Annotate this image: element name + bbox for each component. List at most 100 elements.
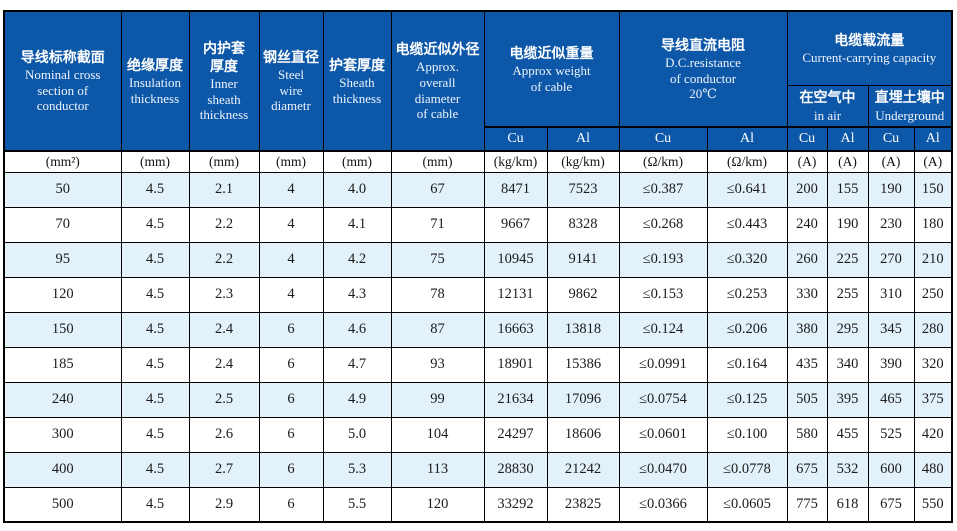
metal-subheader-weight-cu: Cu <box>483 126 548 152</box>
table-body: 50 4.5 2.1 4 4.0 67 8471 7523 ≤0.387 ≤0.641 200 155… <box>3 171 953 523</box>
cell: ≤0.164 <box>706 346 788 383</box>
cell: 6 <box>258 486 324 523</box>
col-header-nominal-cross-section: 导线标称截面 Nominal cross section of conducto… <box>3 10 122 152</box>
cell: 4.9 <box>322 381 392 418</box>
cell: 4.7 <box>322 346 392 383</box>
cell: ≤0.100 <box>706 416 788 453</box>
header-zh: 导线直流电阻 <box>661 37 745 54</box>
cell: ≤0.387 <box>618 171 708 208</box>
header-row-metals: Cu Al Cu Al Cu Al Cu Al <box>4 126 953 152</box>
cell: 78 <box>390 276 485 313</box>
cell: 4.5 <box>120 346 190 383</box>
header-zh: 电缆近似重量 <box>509 44 594 61</box>
header-zh: 内护套 厚度 <box>203 39 245 75</box>
cell: 87 <box>390 311 485 348</box>
cell: 2.1 <box>188 171 260 208</box>
col-header-dc-resistance: 导线直流电阻 D.C.resistance of conductor 20℃ <box>618 10 788 128</box>
cell: ≤0.0754 <box>618 381 708 418</box>
metal-subheader-resistance-al: Al <box>706 126 788 152</box>
cell: 4.5 <box>120 381 190 418</box>
cell: 5.5 <box>322 486 392 523</box>
col-header-underground: 直埋土壤中 Underground <box>867 84 953 128</box>
table-row: 185 4.5 2.4 6 4.7 93 18901 15386 ≤0.0991 ≤0.164 43… <box>3 346 953 383</box>
cell: 4.5 <box>120 311 190 348</box>
cell: 99 <box>390 381 485 418</box>
cell: 4.5 <box>120 206 190 243</box>
cell: 95 <box>3 241 122 278</box>
cell: 618 <box>826 486 869 523</box>
cell: 4 <box>258 241 324 278</box>
cell: 21634 <box>483 381 548 418</box>
cell: ≤0.253 <box>706 276 788 313</box>
cell: 4.5 <box>120 486 190 523</box>
cell: 4.5 <box>120 416 190 453</box>
header-en: Underground <box>875 107 945 123</box>
table-row: 70 4.5 2.2 4 4.1 71 9667 8328 ≤0.268 ≤0.443 240 190… <box>3 206 953 243</box>
cell: ≤0.641 <box>706 171 788 208</box>
unit-cell: (kg/km) <box>483 150 548 173</box>
cell: 75 <box>390 241 485 278</box>
header-zh: 直埋土壤中 <box>874 89 945 106</box>
cell: 5.0 <box>322 416 392 453</box>
cell: 4.2 <box>322 241 392 278</box>
header-zh: 钢丝直径 <box>263 49 319 66</box>
cell: 525 <box>867 416 915 453</box>
cell: 6 <box>258 346 324 383</box>
cell: 250 <box>913 276 953 313</box>
cell: 532 <box>826 451 869 488</box>
header-zh: 护套厚度 <box>329 56 385 73</box>
cell: 4.0 <box>322 171 392 208</box>
cell: 580 <box>786 416 828 453</box>
cell: 455 <box>826 416 869 453</box>
cell: 390 <box>867 346 915 383</box>
cell: 150 <box>3 311 122 348</box>
cell: 550 <box>913 486 953 523</box>
cell: 9667 <box>483 206 548 243</box>
cell: 240 <box>786 206 828 243</box>
unit-cell: (mm) <box>258 150 324 173</box>
table-row: 150 4.5 2.4 6 4.6 87 16663 13818 ≤0.124 ≤0.206 380… <box>3 311 953 348</box>
unit-cell: (A) <box>913 150 953 173</box>
cell: 4 <box>258 206 324 243</box>
header-en: Inner sheath thickness <box>199 76 249 123</box>
cell: 2.2 <box>188 206 260 243</box>
cell: 380 <box>786 311 828 348</box>
cell: ≤0.206 <box>706 311 788 348</box>
unit-cell: (mm²) <box>3 150 122 173</box>
cell: 200 <box>786 171 828 208</box>
cell: 2.4 <box>188 346 260 383</box>
header-en: Sheath thickness <box>332 75 382 106</box>
cell: 465 <box>867 381 915 418</box>
cell: 120 <box>390 486 485 523</box>
cell: 8328 <box>546 206 620 243</box>
cell: 50 <box>3 171 122 208</box>
table-row: 120 4.5 2.3 4 4.3 78 12131 9862 ≤0.153 ≤0.253 330 2… <box>3 276 953 313</box>
cell: 180 <box>913 206 953 243</box>
cell: 210 <box>913 241 953 278</box>
header-en: Insulation thickness <box>129 75 181 106</box>
cell: 18901 <box>483 346 548 383</box>
col-header-inner-sheath-thickness: 内护套 厚度 Inner sheath thickness <box>188 10 260 152</box>
cell: 4.6 <box>322 311 392 348</box>
cell: 6 <box>258 381 324 418</box>
cell: 16663 <box>483 311 548 348</box>
unit-cell: (A) <box>786 150 828 173</box>
cell: 4 <box>258 171 324 208</box>
header-en: in air <box>813 107 842 123</box>
metal-subheader-underground-al: Al <box>913 126 953 152</box>
cell: 4.1 <box>322 206 392 243</box>
cell: 4 <box>258 276 324 313</box>
cable-spec-table: 导线标称截面 Nominal cross section of conducto… <box>3 10 954 523</box>
table-row: 95 4.5 2.2 4 4.2 75 10945 9141 ≤0.193 ≤0.320 260 22… <box>3 241 953 278</box>
cell: 775 <box>786 486 828 523</box>
header-en: Nominal cross section of conductor <box>25 67 101 114</box>
cell: 4.5 <box>120 451 190 488</box>
cell: 340 <box>826 346 869 383</box>
unit-cell: (Ω/km) <box>618 150 708 173</box>
cell: 2.9 <box>188 486 260 523</box>
cell: 345 <box>867 311 915 348</box>
cell: 240 <box>3 381 122 418</box>
cell: 500 <box>3 486 122 523</box>
cell: 23825 <box>546 486 620 523</box>
cell: 675 <box>786 451 828 488</box>
